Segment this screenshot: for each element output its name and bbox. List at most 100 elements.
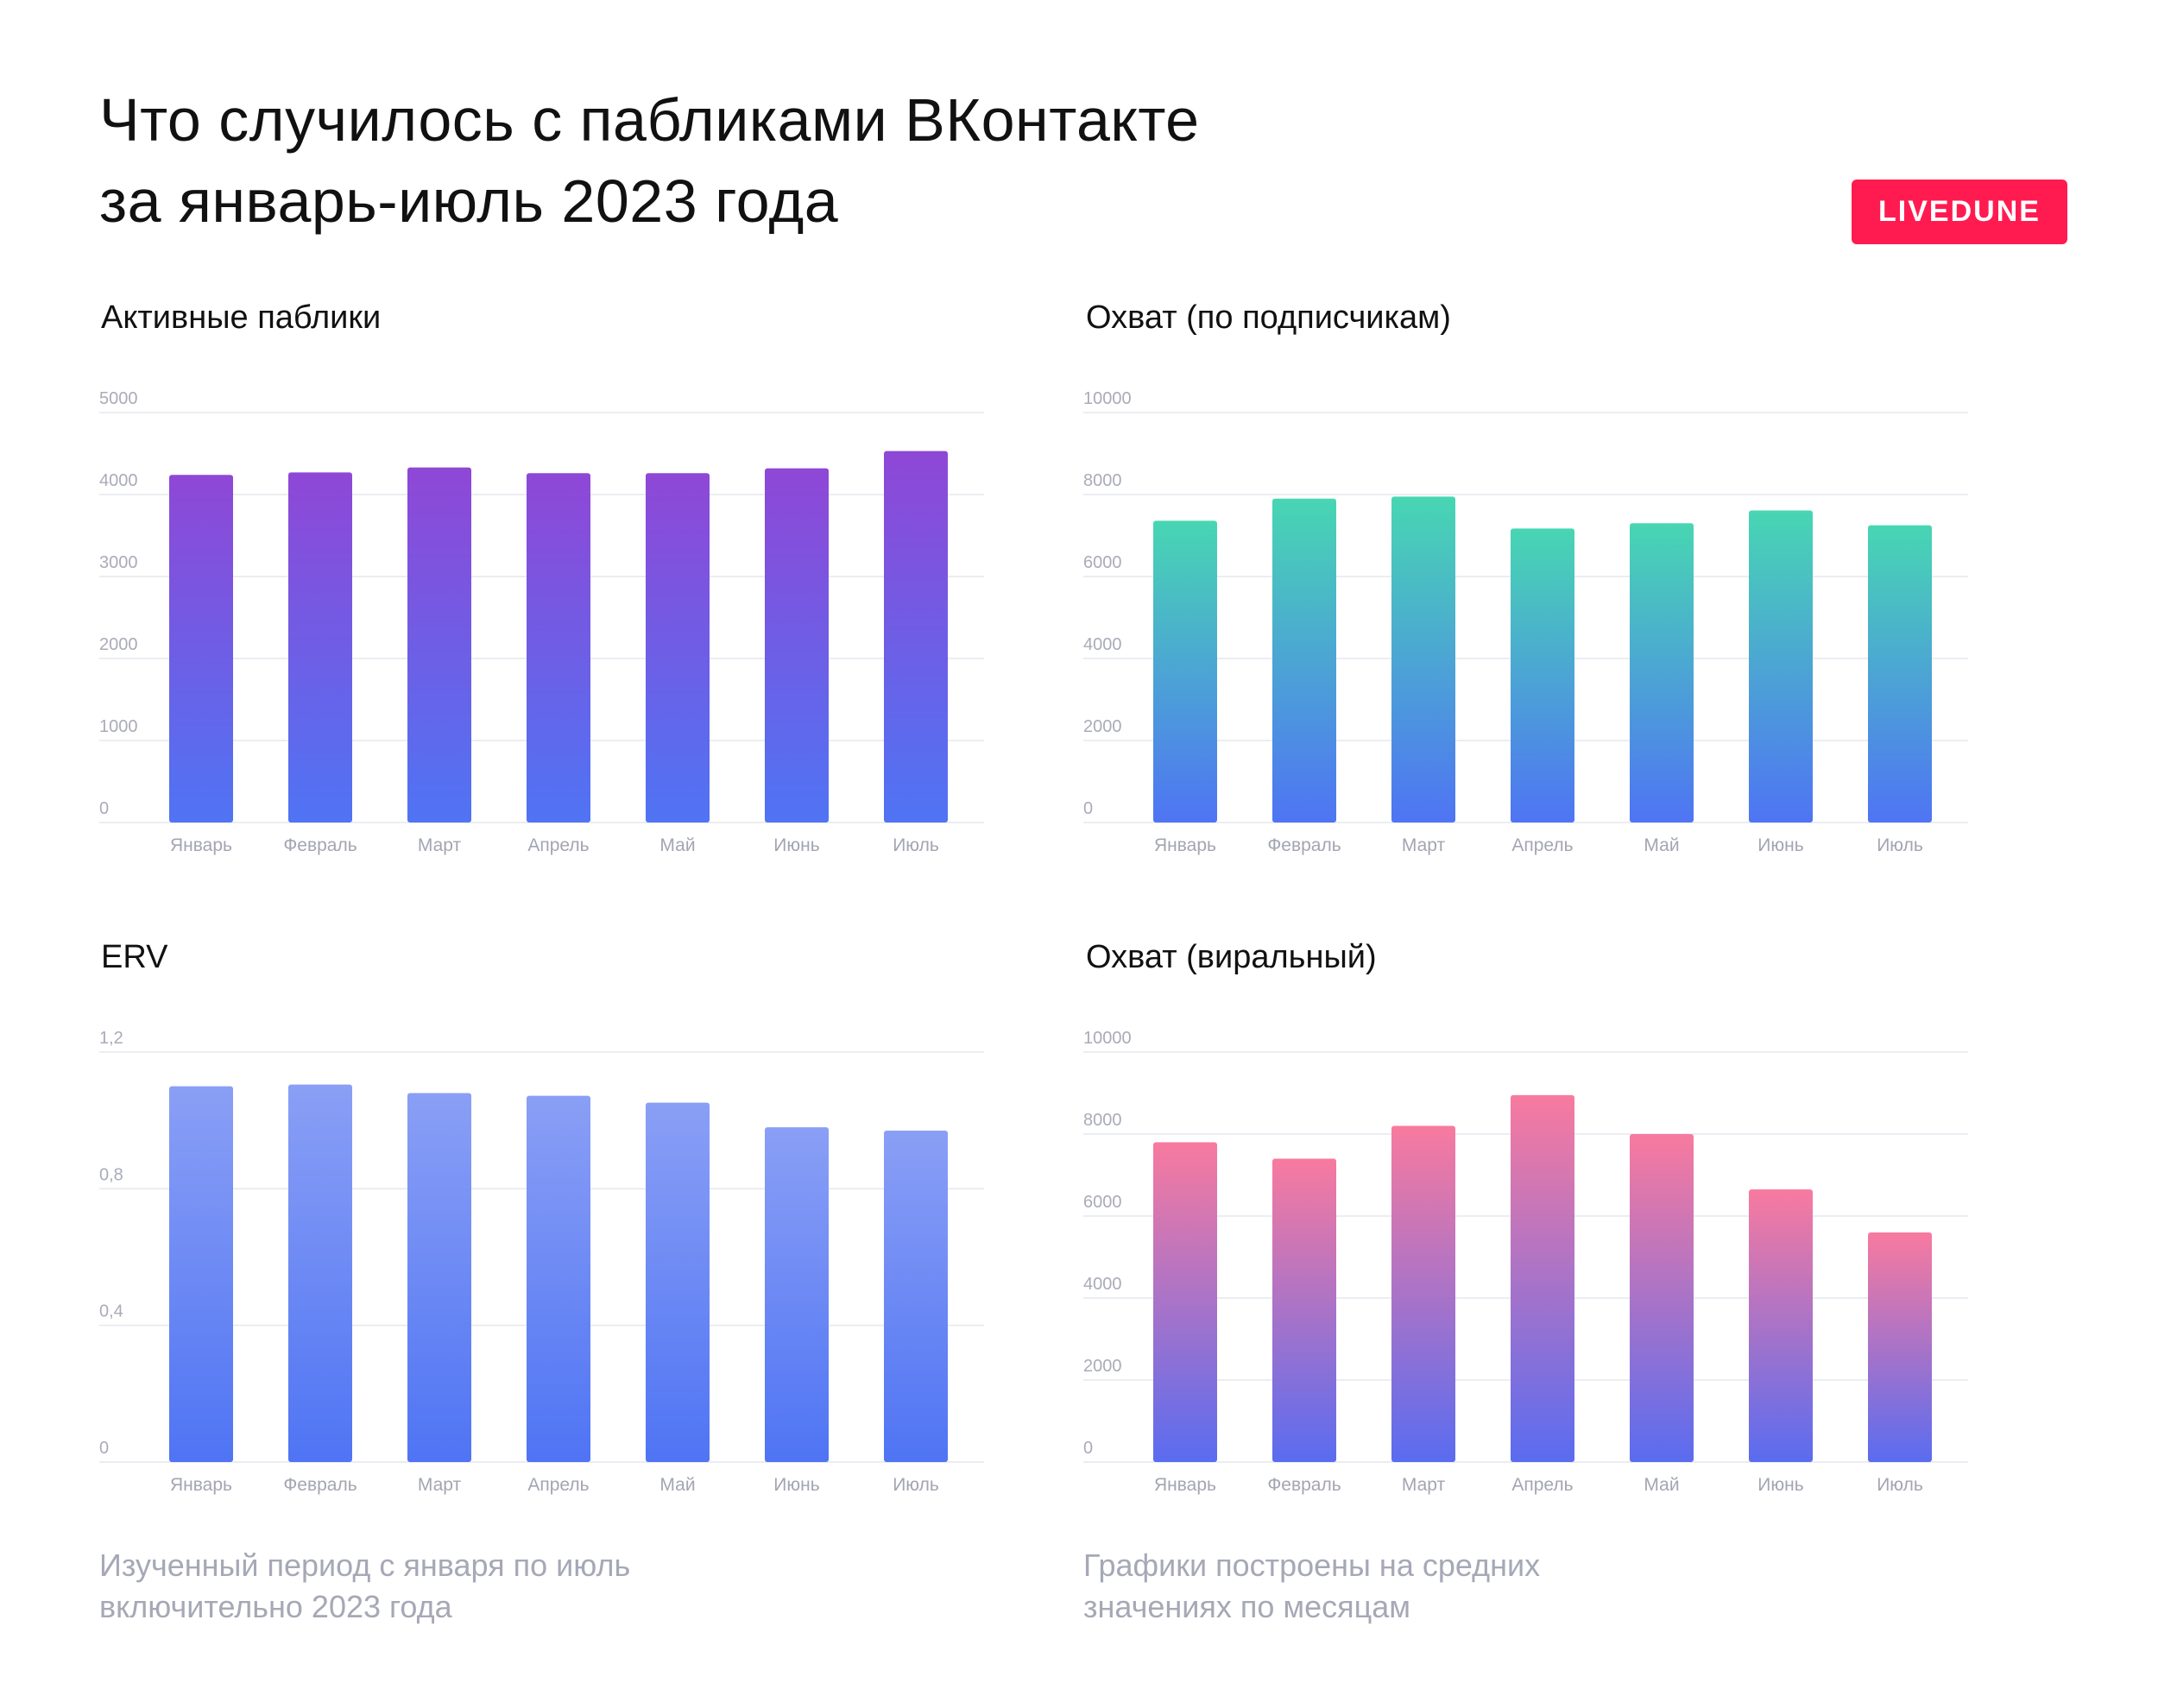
footnote-period-line2: включительно 2023 года xyxy=(99,1589,452,1624)
y-tick-label: 3000 xyxy=(99,553,138,572)
x-tick-label: Февраль xyxy=(283,1475,357,1495)
y-tick-label: 5000 xyxy=(99,389,138,408)
x-tick-label: Июнь xyxy=(773,835,819,855)
chart-title-active-publics: Активные паблики xyxy=(101,299,382,336)
page-title-line2: за январь-июль 2023 года xyxy=(99,167,839,235)
x-tick-label: Январь xyxy=(170,1475,232,1495)
bar xyxy=(1391,496,1455,822)
y-tick-label: 0,4 xyxy=(99,1302,123,1321)
y-tick-label: 10000 xyxy=(1083,389,1132,408)
chart-svg: 0 2000 4000 6000 8000 10000 Январь Февраль Март А… xyxy=(1083,389,1968,855)
bar xyxy=(646,1102,710,1462)
bar xyxy=(1391,1125,1455,1462)
y-tick-label: 4000 xyxy=(1083,1275,1122,1294)
footnote-period: Изученный период с января по июль включи… xyxy=(99,1545,630,1628)
bar xyxy=(407,1093,471,1462)
x-tick-label: Март xyxy=(1402,1475,1446,1495)
chart-svg: 0 1000 2000 3000 4000 5000 Январь Февраль Март Ап… xyxy=(99,389,984,855)
x-tick-label: Март xyxy=(418,835,462,855)
y-tick-label: 10000 xyxy=(1083,1029,1132,1048)
chart-reach-viral: 0 2000 4000 6000 8000 10000 Январь Февраль Март А… xyxy=(1083,1024,2033,1507)
y-tick-label: 0 xyxy=(99,1439,109,1458)
y-tick-label: 8000 xyxy=(1083,471,1122,490)
y-tick-label: 1,2 xyxy=(99,1029,123,1048)
y-tick-label: 8000 xyxy=(1083,1111,1122,1130)
bar xyxy=(1272,1158,1336,1462)
bar xyxy=(288,472,352,822)
bar xyxy=(1749,510,1813,822)
chart-title-reach-subscribers: Охват (по подписчикам) xyxy=(1086,299,1451,336)
chart-active-publics: 0 1000 2000 3000 4000 5000 Январь Февраль Март Ап… xyxy=(99,384,1049,867)
x-tick-label: Июнь xyxy=(1757,835,1803,855)
bar xyxy=(884,1131,948,1462)
y-tick-label: 2000 xyxy=(1083,717,1122,736)
footnote-method: Графики построены на средних значениях п… xyxy=(1083,1545,1540,1628)
x-tick-label: Март xyxy=(418,1475,462,1495)
bar xyxy=(527,1095,590,1462)
chart-erv: 0 0,4 0,8 1,2 Январь Февраль Март Апрель Май Июнь… xyxy=(99,1024,1049,1507)
y-tick-label: 2000 xyxy=(1083,1357,1122,1376)
y-tick-label: 0,8 xyxy=(99,1165,123,1184)
x-tick-label: Январь xyxy=(1154,835,1216,855)
footnote-method-line2: значениях по месяцам xyxy=(1083,1589,1411,1624)
y-tick-label: 4000 xyxy=(1083,635,1122,654)
bar xyxy=(1511,528,1574,822)
bar xyxy=(1511,1094,1574,1462)
bar xyxy=(288,1084,352,1462)
chart-title-erv: ERV xyxy=(101,939,168,975)
x-tick-label: Январь xyxy=(1154,1475,1216,1495)
footnote-method-line1: Графики построены на средних xyxy=(1083,1547,1541,1583)
x-tick-label: Июль xyxy=(1877,1475,1923,1495)
bar xyxy=(1868,1232,1932,1462)
x-tick-label: Апрель xyxy=(527,835,589,855)
x-tick-label: Май xyxy=(1644,835,1679,855)
y-tick-label: 4000 xyxy=(99,471,138,490)
x-tick-label: Май xyxy=(659,1475,695,1495)
y-tick-label: 2000 xyxy=(99,635,138,654)
y-tick-label: 0 xyxy=(1083,799,1093,818)
chart-reach-subscribers: 0 2000 4000 6000 8000 10000 Январь Февраль Март А… xyxy=(1083,384,2033,867)
bar xyxy=(646,473,710,822)
y-tick-label: 0 xyxy=(1083,1439,1093,1458)
bar xyxy=(527,473,590,822)
page-title-line1: Что случилось с пабликами ВКонтакте xyxy=(99,86,1200,154)
y-tick-label: 1000 xyxy=(99,717,138,736)
livedune-logo[interactable]: LIVEDUNE xyxy=(1852,180,2067,244)
bar xyxy=(407,467,471,822)
x-tick-label: Май xyxy=(1644,1475,1679,1495)
bar xyxy=(1630,523,1694,822)
bar xyxy=(1630,1134,1694,1462)
bar xyxy=(884,451,948,822)
page-title: Что случилось с пабликами ВКонтакте за я… xyxy=(99,79,1200,242)
bar xyxy=(1153,1142,1217,1462)
footnote-period-line1: Изученный период с января по июль xyxy=(99,1547,631,1583)
x-tick-label: Февраль xyxy=(283,835,357,855)
x-tick-label: Июнь xyxy=(773,1475,819,1495)
y-tick-label: 0 xyxy=(99,799,109,818)
x-tick-label: Апрель xyxy=(1511,1475,1573,1495)
bar xyxy=(765,1127,829,1462)
chart-title-reach-viral: Охват (виральный) xyxy=(1086,939,1377,975)
y-tick-label: 6000 xyxy=(1083,553,1122,572)
x-tick-label: Февраль xyxy=(1267,835,1341,855)
x-tick-label: Апрель xyxy=(1511,835,1573,855)
x-tick-label: Июль xyxy=(893,835,939,855)
x-tick-label: Март xyxy=(1402,835,1446,855)
x-tick-label: Январь xyxy=(170,835,232,855)
x-tick-label: Апрель xyxy=(527,1475,589,1495)
bar xyxy=(1153,520,1217,822)
y-tick-label: 6000 xyxy=(1083,1193,1122,1212)
bar xyxy=(169,1086,233,1462)
x-tick-label: Июль xyxy=(1877,835,1923,855)
bar xyxy=(169,475,233,822)
chart-svg: 0 2000 4000 6000 8000 10000 Январь Февраль Март А… xyxy=(1083,1029,1968,1495)
x-tick-label: Май xyxy=(659,835,695,855)
x-tick-label: Июнь xyxy=(1757,1475,1803,1495)
bar xyxy=(1868,525,1932,822)
chart-svg: 0 0,4 0,8 1,2 Январь Февраль Март Апрель Май Июнь… xyxy=(99,1029,984,1495)
bar xyxy=(1749,1189,1813,1462)
bar xyxy=(1272,498,1336,822)
bar xyxy=(765,468,829,822)
x-tick-label: Февраль xyxy=(1267,1475,1341,1495)
x-tick-label: Июль xyxy=(893,1475,939,1495)
